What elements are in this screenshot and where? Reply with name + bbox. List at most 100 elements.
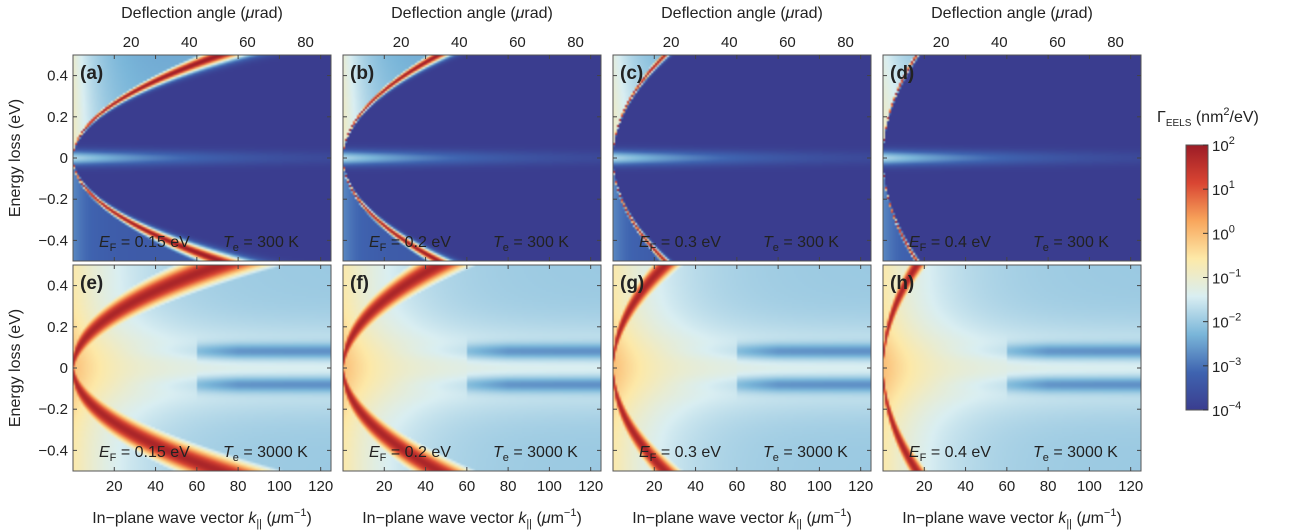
top-axis-title: Deflection angle (μrad) bbox=[661, 5, 823, 22]
panel-b: (b) EF = 0.2 eV Te = 300 K 20 40 60 80 Deflecti… bbox=[342, 5, 602, 262]
panel-e: (e) EF = 0.15 eV Te = 3000 K 0.4 0.2 0 −0.2 −0.… bbox=[38, 264, 333, 530]
panel-a: (a) EF = 0.15 eV Te = 300 K 0.4 0.2 0 −0.2 −0.4… bbox=[38, 5, 332, 262]
x-tick-label: 100 bbox=[1077, 478, 1102, 495]
x-tick-label: 20 bbox=[916, 478, 933, 495]
top-axis-title: Deflection angle (μrad) bbox=[121, 5, 283, 22]
colorbar-tick-label: 10−4 bbox=[1212, 400, 1241, 420]
colorbar-tick-label: 101 bbox=[1212, 179, 1235, 199]
electron-temperature-label: Te = 300 K bbox=[493, 234, 569, 254]
fermi-energy-label: EF = 0.3 eV bbox=[639, 234, 721, 254]
fermi-energy-label: EF = 0.2 eV bbox=[369, 234, 451, 254]
electron-temperature-label: Te = 3000 K bbox=[1033, 444, 1118, 464]
colorbar-tick-label: 10−3 bbox=[1212, 356, 1241, 376]
x-tick-label: 20 bbox=[106, 478, 123, 495]
colorbar-tick-label: 102 bbox=[1212, 135, 1235, 155]
heatmap-image bbox=[73, 265, 331, 471]
y-tick-label: −0.2 bbox=[38, 191, 68, 208]
x-tick-label: 60 bbox=[998, 478, 1015, 495]
bottom-axis-title: In−plane wave vector k|| (μm−1) bbox=[92, 507, 312, 530]
y-axis-title: Energy loss (eV) bbox=[7, 309, 24, 427]
panel-d: (d) EF = 0.4 eV Te = 300 K 20 40 60 80 Deflecti… bbox=[882, 5, 1142, 262]
electron-temperature-label: Te = 300 K bbox=[1033, 234, 1109, 254]
heatmap-image bbox=[883, 265, 1141, 471]
top-tick-label: 20 bbox=[663, 34, 680, 51]
colorbar-tick-label: 10−1 bbox=[1212, 268, 1241, 288]
top-tick-label: 80 bbox=[297, 34, 314, 51]
top-tick-label: 60 bbox=[779, 34, 796, 51]
heatmap-image bbox=[883, 55, 1141, 261]
top-tick-label: 40 bbox=[181, 34, 198, 51]
y-tick-label: 0.4 bbox=[47, 68, 68, 85]
panel-label: (h) bbox=[890, 273, 914, 294]
top-tick-label: 40 bbox=[451, 34, 468, 51]
panel-label: (b) bbox=[350, 63, 374, 84]
y-axis-title: Energy loss (eV) bbox=[7, 99, 24, 217]
top-axis-title: Deflection angle (μrad) bbox=[931, 5, 1093, 22]
heatmap-image bbox=[73, 55, 331, 261]
y-tick-label: −0.4 bbox=[38, 232, 68, 249]
x-tick-label: 40 bbox=[147, 478, 164, 495]
electron-temperature-label: Te = 3000 K bbox=[223, 444, 308, 464]
panel-label: (d) bbox=[890, 63, 914, 84]
panel-h: (h) EF = 0.4 eV Te = 3000 K 20 40 60 80 100 120 I… bbox=[882, 264, 1143, 530]
y-tick-label: 0 bbox=[60, 360, 68, 377]
top-tick-label: 60 bbox=[1049, 34, 1066, 51]
x-tick-label: 80 bbox=[1040, 478, 1057, 495]
y-tick-label: 0.4 bbox=[47, 278, 68, 295]
colorbar: ΓEELS (nm2/eV) 102 101 100 10−1 10−2 10−3 10−4 bbox=[1157, 106, 1259, 420]
panel-label: (f) bbox=[350, 273, 369, 294]
y-tick-label: −0.2 bbox=[38, 401, 68, 418]
panel-label: (c) bbox=[620, 63, 643, 84]
x-tick-label: 120 bbox=[848, 478, 873, 495]
panel-label: (e) bbox=[80, 273, 103, 294]
y-tick-label: −0.4 bbox=[38, 442, 68, 459]
fermi-energy-label: EF = 0.2 eV bbox=[369, 444, 451, 464]
panel-f: (f) EF = 0.2 eV Te = 3000 K 20 40 60 80 100 120 I… bbox=[342, 264, 603, 530]
panel-label: (g) bbox=[620, 273, 644, 294]
x-tick-label: 40 bbox=[957, 478, 974, 495]
electron-temperature-label: Te = 300 K bbox=[763, 234, 839, 254]
fermi-energy-label: EF = 0.4 eV bbox=[909, 444, 991, 464]
x-tick-label: 80 bbox=[500, 478, 517, 495]
bottom-axis-title: In−plane wave vector k|| (μm−1) bbox=[362, 507, 582, 530]
electron-temperature-label: Te = 3000 K bbox=[493, 444, 578, 464]
top-tick-label: 80 bbox=[837, 34, 854, 51]
top-axis-title: Deflection angle (μrad) bbox=[391, 5, 553, 22]
top-tick-label: 20 bbox=[123, 34, 140, 51]
x-tick-label: 80 bbox=[770, 478, 787, 495]
bottom-axis-title: In−plane wave vector k|| (μm−1) bbox=[902, 507, 1122, 530]
fermi-energy-label: EF = 0.3 eV bbox=[639, 444, 721, 464]
heatmap-image bbox=[613, 265, 871, 471]
top-tick-label: 20 bbox=[393, 34, 410, 51]
top-tick-label: 20 bbox=[933, 34, 950, 51]
bottom-axis-title: In−plane wave vector k|| (μm−1) bbox=[632, 507, 852, 530]
x-tick-label: 120 bbox=[578, 478, 603, 495]
top-tick-label: 60 bbox=[509, 34, 526, 51]
top-tick-label: 40 bbox=[991, 34, 1008, 51]
panel-g: (g) EF = 0.3 eV Te = 3000 K 20 40 60 80 100 120 I… bbox=[612, 264, 873, 530]
panel-c: (c) EF = 0.3 eV Te = 300 K 20 40 60 80 Deflecti… bbox=[612, 5, 872, 262]
x-tick-label: 60 bbox=[188, 478, 205, 495]
x-tick-label: 40 bbox=[687, 478, 704, 495]
x-tick-label: 100 bbox=[537, 478, 562, 495]
x-tick-label: 60 bbox=[728, 478, 745, 495]
fermi-energy-label: EF = 0.15 eV bbox=[99, 234, 190, 254]
x-tick-label: 100 bbox=[267, 478, 292, 495]
x-tick-label: 20 bbox=[646, 478, 663, 495]
x-tick-label: 80 bbox=[230, 478, 247, 495]
top-tick-label: 80 bbox=[1107, 34, 1124, 51]
x-tick-label: 100 bbox=[807, 478, 832, 495]
colorbar-tick-label: 100 bbox=[1212, 223, 1235, 243]
x-tick-label: 60 bbox=[458, 478, 475, 495]
panels: (a) EF = 0.15 eV Te = 300 K 0.4 0.2 0 −0.2 −0.4… bbox=[38, 5, 1143, 530]
x-tick-label: 40 bbox=[417, 478, 434, 495]
colorbar-tick-label: 10−2 bbox=[1212, 312, 1241, 332]
top-tick-label: 40 bbox=[721, 34, 738, 51]
heatmap-image bbox=[613, 55, 871, 261]
y-tick-label: 0.2 bbox=[47, 109, 68, 126]
x-tick-label: 120 bbox=[1118, 478, 1143, 495]
y-tick-label: 0 bbox=[60, 150, 68, 167]
electron-temperature-label: Te = 3000 K bbox=[763, 444, 848, 464]
y-axis-labels: Energy loss (eV) Energy loss (eV) bbox=[7, 99, 24, 427]
